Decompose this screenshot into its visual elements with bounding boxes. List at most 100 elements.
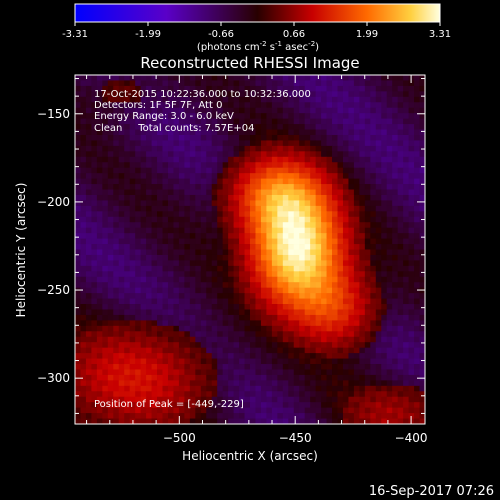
heatmap-cell	[228, 222, 234, 229]
heatmap-cell	[414, 173, 420, 180]
heatmap-cell	[299, 249, 306, 256]
heatmap-cell	[342, 287, 349, 294]
heatmap-cell	[408, 276, 415, 283]
heatmap-cell	[157, 418, 163, 424]
heatmap-cell	[195, 320, 202, 327]
heatmap-cell	[129, 227, 136, 234]
heatmap-cell	[260, 156, 267, 163]
heatmap-cell	[315, 276, 322, 283]
heatmap-cell	[140, 189, 147, 196]
heatmap-cell	[310, 140, 317, 147]
heatmap-cell	[337, 396, 344, 403]
heatmap-cell	[228, 205, 234, 212]
heatmap-cell	[375, 189, 382, 196]
heatmap-cell	[189, 320, 196, 327]
heatmap-cell	[326, 91, 333, 98]
heatmap-cell	[91, 309, 98, 316]
heatmap-cell	[206, 276, 213, 283]
heatmap-cell	[228, 309, 234, 316]
heatmap-cell	[195, 374, 202, 381]
heatmap-cell	[282, 407, 289, 414]
heatmap-cell	[200, 391, 207, 398]
heatmap-cell	[157, 156, 163, 163]
heatmap-cell	[414, 102, 420, 109]
heatmap-cell	[146, 249, 152, 256]
heatmap-cell	[375, 282, 382, 289]
heatmap-cell	[140, 271, 147, 278]
heatmap-cell	[135, 391, 142, 398]
heatmap-cell	[118, 80, 125, 87]
heatmap-cell	[370, 102, 377, 109]
heatmap-cell	[102, 391, 109, 398]
heatmap-cell	[96, 260, 103, 267]
heatmap-cell	[135, 134, 142, 141]
heatmap-cell	[167, 304, 174, 310]
heatmap-cell	[75, 200, 81, 207]
heatmap-cell	[107, 331, 114, 338]
heatmap-cell	[206, 124, 213, 130]
heatmap-cell	[332, 222, 338, 229]
heatmap-cell	[239, 85, 245, 92]
heatmap-cell	[173, 156, 180, 163]
heatmap-cell	[233, 118, 240, 125]
heatmap-cell	[200, 184, 207, 190]
heatmap-cell	[375, 331, 382, 338]
heatmap-cell	[124, 129, 131, 136]
heatmap-cell	[91, 178, 98, 185]
heatmap-cell	[282, 96, 289, 103]
heatmap-cell	[375, 129, 382, 136]
heatmap-cell	[321, 178, 327, 185]
heatmap-cell	[184, 374, 191, 381]
heatmap-cell	[403, 124, 409, 130]
heatmap-cell	[375, 325, 382, 332]
heatmap-cell	[206, 134, 213, 141]
heatmap-cell	[239, 320, 245, 327]
heatmap-cell	[107, 413, 114, 419]
heatmap-cell	[107, 167, 114, 174]
heatmap-cell	[124, 178, 131, 185]
heatmap-cell	[332, 374, 338, 381]
heatmap-cell	[250, 216, 256, 223]
heatmap-cell	[353, 364, 360, 370]
heatmap-cell	[151, 336, 158, 343]
heatmap-cell	[414, 244, 420, 250]
heatmap-cell	[386, 309, 393, 316]
heatmap-cell	[359, 342, 366, 349]
heatmap-cell	[271, 227, 278, 234]
heatmap-cell	[326, 396, 333, 403]
heatmap-cell	[370, 107, 377, 114]
heatmap-cell	[277, 211, 284, 218]
heatmap-cell	[195, 118, 202, 125]
heatmap-cell	[85, 342, 92, 349]
heatmap-cell	[162, 194, 169, 201]
heatmap-cell	[75, 178, 81, 185]
heatmap-cell	[118, 118, 125, 125]
heatmap-cell	[217, 380, 224, 387]
heatmap-cell	[206, 287, 213, 294]
heatmap-cell	[386, 402, 393, 409]
heatmap-cell	[370, 402, 377, 409]
heatmap-cell	[107, 309, 114, 316]
heatmap-cell	[266, 205, 273, 212]
heatmap-cell	[85, 287, 92, 294]
heatmap-cell	[250, 134, 256, 141]
heatmap-cell	[184, 184, 191, 190]
heatmap-cell	[277, 113, 284, 120]
heatmap-cell	[102, 238, 109, 245]
heatmap-cell	[277, 85, 284, 92]
heatmap-cell	[173, 233, 180, 239]
heatmap-cell	[85, 418, 92, 424]
heatmap-cell	[184, 254, 191, 261]
heatmap-cell	[408, 325, 415, 332]
heatmap-cell	[288, 222, 295, 229]
heatmap-cell	[381, 134, 388, 141]
heatmap-cell	[228, 347, 234, 354]
heatmap-cell	[255, 331, 262, 338]
heatmap-cell	[260, 134, 267, 141]
heatmap-cell	[282, 309, 289, 316]
heatmap-cell	[348, 173, 355, 180]
heatmap-cell	[315, 304, 322, 310]
heatmap-cell	[233, 260, 240, 267]
heatmap-cell	[85, 374, 92, 381]
heatmap-cell	[107, 282, 114, 289]
